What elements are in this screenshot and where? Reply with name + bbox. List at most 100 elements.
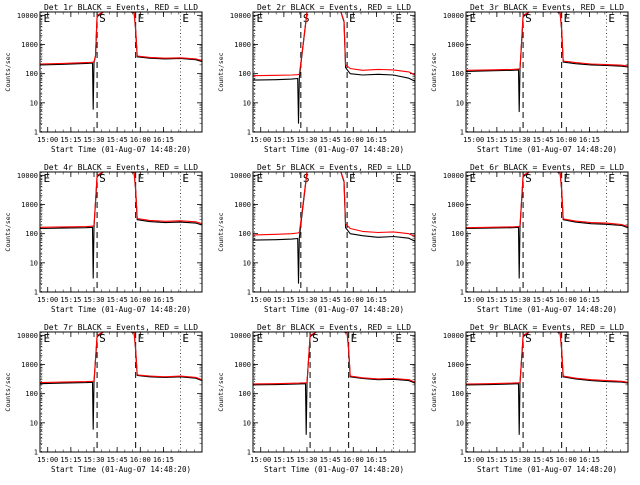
- y-tick-label: 1000: [447, 41, 464, 49]
- series-line-events: [253, 332, 415, 435]
- y-tick-label: 10: [243, 99, 251, 107]
- detector-panel-7: Det 7r BLACK = Events, RED = LLD Counts/s…: [4, 323, 203, 474]
- y-tick-label: 10000: [17, 172, 38, 180]
- x-tick-label: 15:00: [37, 296, 58, 304]
- series-line-lld: [253, 332, 415, 385]
- x-tick-label: 16:15: [579, 296, 600, 304]
- y-tick-label: 1: [34, 289, 38, 297]
- x-tick-label: 15:45: [320, 136, 341, 144]
- x-tick-label: 16:15: [366, 296, 387, 304]
- x-tick-label: 16:00: [130, 296, 151, 304]
- x-axis-label: Start Time (01-Aug-07 14:48:20): [264, 145, 404, 154]
- y-tick-label: 10: [30, 419, 38, 427]
- event-marker-label: E: [395, 12, 402, 25]
- series-line-events: [40, 172, 202, 279]
- y-tick-label: 10000: [17, 332, 38, 340]
- plot-frame: [39, 11, 203, 133]
- y-tick-label: 100: [25, 70, 38, 78]
- event-marker-label: E: [351, 332, 358, 345]
- y-tick-label: 10: [243, 259, 251, 267]
- x-tick-label: 15:00: [463, 136, 484, 144]
- x-axis-label: Start Time (01-Aug-07 14:48:20): [477, 305, 617, 314]
- event-marker-label: E: [182, 172, 189, 185]
- event-marker-label: E: [564, 172, 571, 185]
- event-marker-label: S: [99, 332, 106, 345]
- detector-panel-9: Det 9r BLACK = Events, RED = LLD Counts/s…: [430, 323, 629, 474]
- y-tick-label: 100: [25, 230, 38, 238]
- panel-title: Det 1r BLACK = Events, RED = LLD: [44, 3, 198, 12]
- y-axis-label: Counts/sec: [4, 52, 12, 91]
- x-tick-label: 15:45: [533, 136, 554, 144]
- event-marker-label: E: [470, 172, 477, 185]
- x-tick-label: 16:00: [556, 456, 577, 464]
- series-group: [40, 172, 202, 279]
- x-tick-label: 16:00: [556, 296, 577, 304]
- y-tick-label: 1: [247, 449, 251, 457]
- series-line-events: [466, 12, 628, 113]
- x-axis-label: Start Time (01-Aug-07 14:48:20): [264, 465, 404, 474]
- x-tick-label: 15:00: [463, 456, 484, 464]
- y-tick-label: 1: [460, 449, 464, 457]
- x-tick-label: 15:15: [60, 136, 81, 144]
- series-line-lld: [40, 332, 202, 384]
- event-marker-label: S: [525, 172, 532, 185]
- y-tick-label: 100: [451, 390, 464, 398]
- x-tick-label: 15:00: [463, 296, 484, 304]
- x-tick-label: 15:15: [486, 456, 507, 464]
- y-axis-label: Counts/sec: [430, 52, 438, 91]
- x-tick-label: 15:30: [83, 296, 104, 304]
- y-tick-label: 100: [238, 230, 251, 238]
- x-tick-label: 16:15: [153, 456, 174, 464]
- y-tick-label: 10: [243, 419, 251, 427]
- series-line-lld: [253, 172, 415, 238]
- panel-title: Det 9r BLACK = Events, RED = LLD: [470, 323, 624, 332]
- y-tick-label: 100: [451, 70, 464, 78]
- event-marker-label: S: [99, 172, 106, 185]
- x-tick-label: 15:45: [107, 296, 128, 304]
- x-tick-label: 15:15: [60, 456, 81, 464]
- detector-panel-8: Det 8r BLACK = Events, RED = LLD Counts/s…: [217, 323, 416, 474]
- series-line-lld: [466, 172, 628, 229]
- y-tick-label: 1000: [234, 41, 251, 49]
- event-marker-label: E: [182, 332, 189, 345]
- plot-frame: [465, 11, 629, 133]
- event-marker-label: E: [608, 332, 615, 345]
- event-marker-label: E: [395, 172, 402, 185]
- x-tick-label: 15:00: [37, 456, 58, 464]
- y-tick-label: 1000: [447, 361, 464, 369]
- x-tick-label: 15:15: [486, 136, 507, 144]
- x-tick-label: 16:00: [130, 136, 151, 144]
- x-axis-label: Start Time (01-Aug-07 14:48:20): [51, 465, 191, 474]
- x-tick-label: 16:00: [556, 136, 577, 144]
- series-line-events: [253, 12, 415, 124]
- y-tick-label: 10000: [443, 12, 464, 20]
- event-marker-label: E: [257, 332, 264, 345]
- x-axis-label: Start Time (01-Aug-07 14:48:20): [477, 145, 617, 154]
- x-tick-label: 15:30: [296, 296, 317, 304]
- event-marker-label: E: [44, 12, 51, 25]
- y-tick-label: 100: [451, 230, 464, 238]
- x-tick-label: 16:15: [153, 296, 174, 304]
- panel-title: Det 4r BLACK = Events, RED = LLD: [44, 163, 198, 172]
- series-group: [466, 12, 628, 113]
- detector-panel-6: Det 6r BLACK = Events, RED = LLD Counts/s…: [430, 163, 629, 314]
- y-axis-label: Counts/sec: [430, 212, 438, 251]
- x-tick-label: 15:30: [296, 456, 317, 464]
- plot-frame: [252, 171, 416, 293]
- panel-title: Det 5r BLACK = Events, RED = LLD: [257, 163, 411, 172]
- series-group: [466, 172, 628, 279]
- y-tick-label: 1000: [234, 361, 251, 369]
- x-tick-label: 16:00: [130, 456, 151, 464]
- y-tick-label: 10: [456, 259, 464, 267]
- y-axis-label: Counts/sec: [4, 212, 12, 251]
- event-marker-label: E: [395, 332, 402, 345]
- series-line-lld: [40, 172, 202, 228]
- y-tick-label: 1: [247, 289, 251, 297]
- detector-panel-5: Det 5r BLACK = Events, RED = LLD Counts/s…: [217, 163, 416, 314]
- plot-frame: [465, 331, 629, 453]
- plot-frame: [252, 11, 416, 133]
- x-tick-label: 15:15: [273, 296, 294, 304]
- event-marker-label: S: [312, 332, 319, 345]
- x-tick-label: 15:15: [486, 296, 507, 304]
